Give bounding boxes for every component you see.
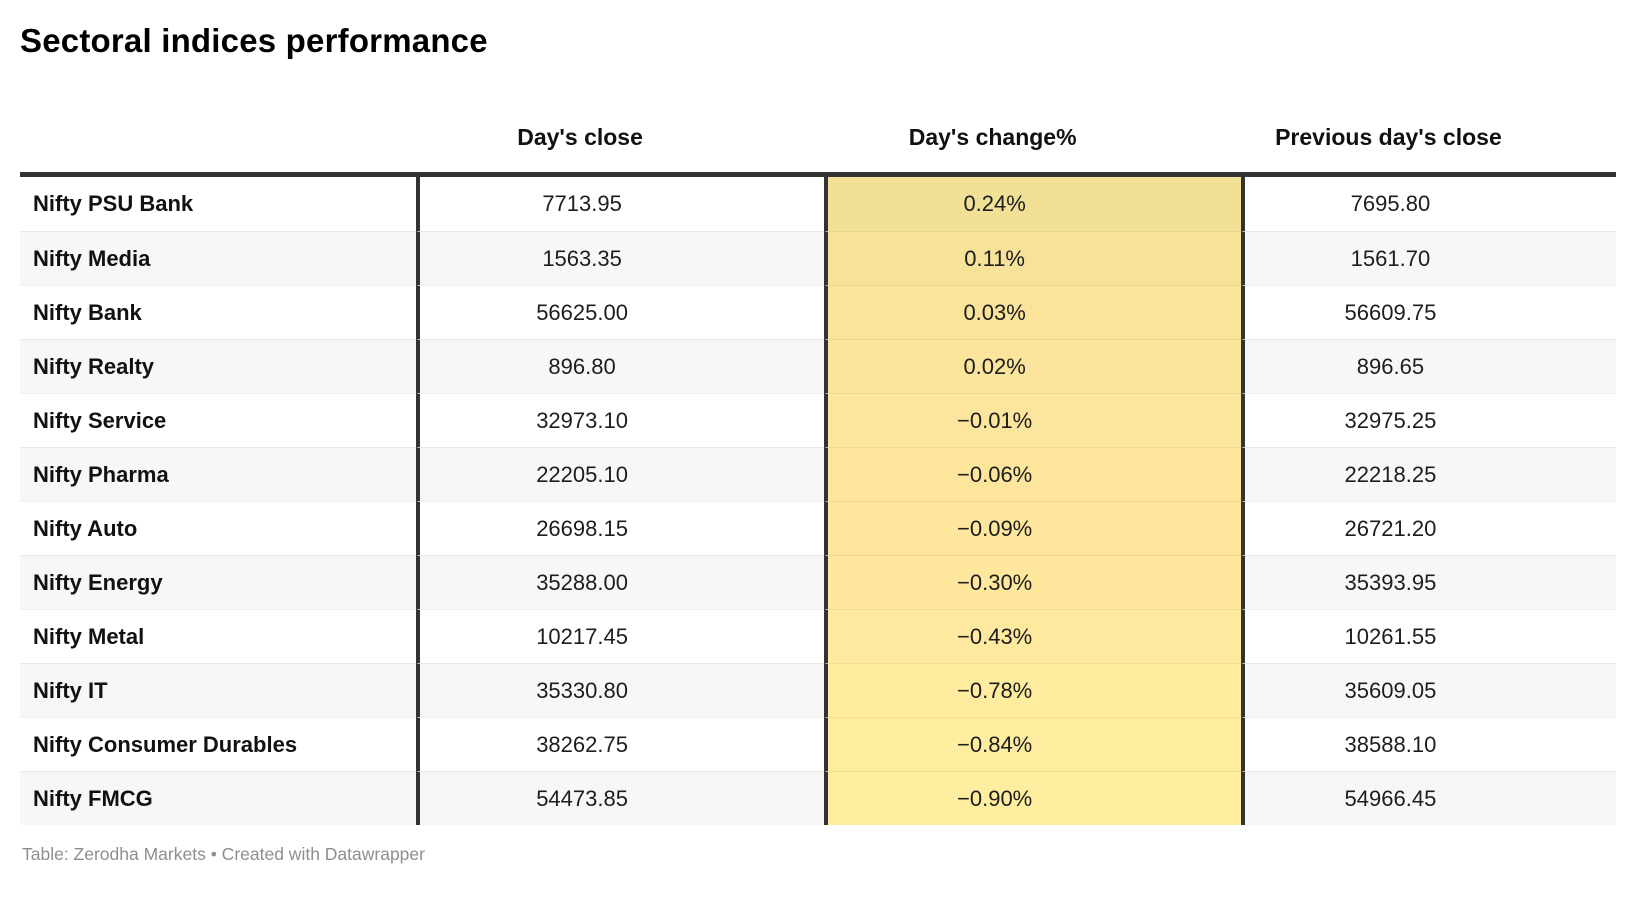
cell-previous-days-close: 32975.25 (1240, 393, 1616, 447)
column-header-previous-days-close: Previous day's close (1275, 124, 1502, 150)
cell-days-change: −0.90% (824, 771, 1241, 825)
table-row: Nifty PSU Bank 7713.95 0.24% 7695.80 (20, 177, 1616, 231)
cell-days-change: −0.06% (824, 447, 1241, 501)
cell-days-close: 1563.35 (415, 231, 825, 285)
cell-days-change: 0.03% (824, 285, 1241, 339)
page-title: Sectoral indices performance (20, 22, 488, 59)
table-row: Nifty Consumer Durables 38262.75 −0.84% … (20, 717, 1616, 771)
cell-days-close: 32973.10 (415, 393, 825, 447)
row-label: Nifty FMCG (20, 771, 416, 825)
cell-days-close: 10217.45 (415, 609, 825, 663)
row-label: Nifty Pharma (20, 447, 416, 501)
row-label: Nifty PSU Bank (33, 191, 194, 216)
cell-previous-days-close: 56609.75 (1240, 285, 1616, 339)
cell-days-close: 56625.00 (415, 285, 825, 339)
row-label: Nifty Auto (20, 501, 416, 555)
table-row: Nifty Energy 35288.00 −0.30% 35393.95 (20, 555, 1616, 609)
cell-days-change: −0.09% (824, 501, 1241, 555)
cell-previous-days-close: 22218.25 (1240, 447, 1616, 501)
cell-previous-days-close: 54966.45 (1240, 771, 1616, 825)
cell-previous-days-close: 7695.80 (1240, 177, 1616, 231)
cell-days-change: −0.84% (824, 717, 1241, 771)
cell-previous-days-close: 10261.55 (1240, 609, 1616, 663)
column-header-days-change: Day's change% (908, 124, 1077, 150)
column-header-days-close: Day's close (517, 124, 643, 150)
cell-days-close: 26698.15 (415, 501, 825, 555)
cell-days-change: 0.24% (824, 177, 1241, 231)
row-label: Nifty Metal (20, 609, 416, 663)
cell-days-close: 38262.75 (415, 717, 825, 771)
cell-days-change: 0.02% (824, 339, 1241, 393)
cell-days-close: 35288.00 (415, 555, 825, 609)
footer-credit: Table: Zerodha Markets • Created with Da… (22, 844, 425, 864)
table-body: Nifty PSU Bank 7713.95 0.24% 7695.80 Nif… (20, 172, 1616, 825)
cell-days-close: 22205.10 (415, 447, 825, 501)
cell-days-change: −0.78% (824, 663, 1241, 717)
column-header-empty (20, 123, 416, 151)
table-row: Nifty Bank 56625.00 0.03% 56609.75 (20, 285, 1616, 339)
cell-previous-days-close: 35393.95 (1240, 555, 1616, 609)
table-row: Nifty Pharma 22205.10 −0.06% 22218.25 (20, 447, 1616, 501)
cell-days-change: −0.01% (824, 393, 1241, 447)
table-row: Nifty Realty 896.80 0.02% 896.65 (20, 339, 1616, 393)
cell-previous-days-close: 896.65 (1240, 339, 1616, 393)
table-row: Nifty Service 32973.10 −0.01% 32975.25 (20, 393, 1616, 447)
cell-previous-days-close: 26721.20 (1240, 501, 1616, 555)
cell-days-close: 54473.85 (415, 771, 825, 825)
cell-days-change: −0.43% (824, 609, 1241, 663)
cell-previous-days-close: 35609.05 (1240, 663, 1616, 717)
table-header-row: Day's close Day's change% Previous day's… (20, 123, 1616, 151)
row-label: Nifty Consumer Durables (20, 717, 416, 771)
cell-days-change: −0.30% (824, 555, 1241, 609)
cell-days-change: 0.11% (824, 231, 1241, 285)
cell-previous-days-close: 1561.70 (1240, 231, 1616, 285)
row-label: Nifty Media (20, 231, 416, 285)
table-row: Nifty Metal 10217.45 −0.43% 10261.55 (20, 609, 1616, 663)
cell-days-close: 35330.80 (415, 663, 825, 717)
cell-days-close: 896.80 (415, 339, 825, 393)
row-label: Nifty Energy (20, 555, 416, 609)
row-label: Nifty IT (20, 663, 416, 717)
row-label: Nifty Service (20, 393, 416, 447)
table-row: Nifty Media 1563.35 0.11% 1561.70 (20, 231, 1616, 285)
table-row: Nifty IT 35330.80 −0.78% 35609.05 (20, 663, 1616, 717)
table-row: Nifty FMCG 54473.85 −0.90% 54966.45 (20, 771, 1616, 825)
table-row: Nifty Auto 26698.15 −0.09% 26721.20 (20, 501, 1616, 555)
cell-days-close: 7713.95 (415, 177, 825, 231)
row-label: Nifty Realty (20, 339, 416, 393)
row-label: Nifty Bank (20, 285, 416, 339)
cell-previous-days-close: 38588.10 (1240, 717, 1616, 771)
